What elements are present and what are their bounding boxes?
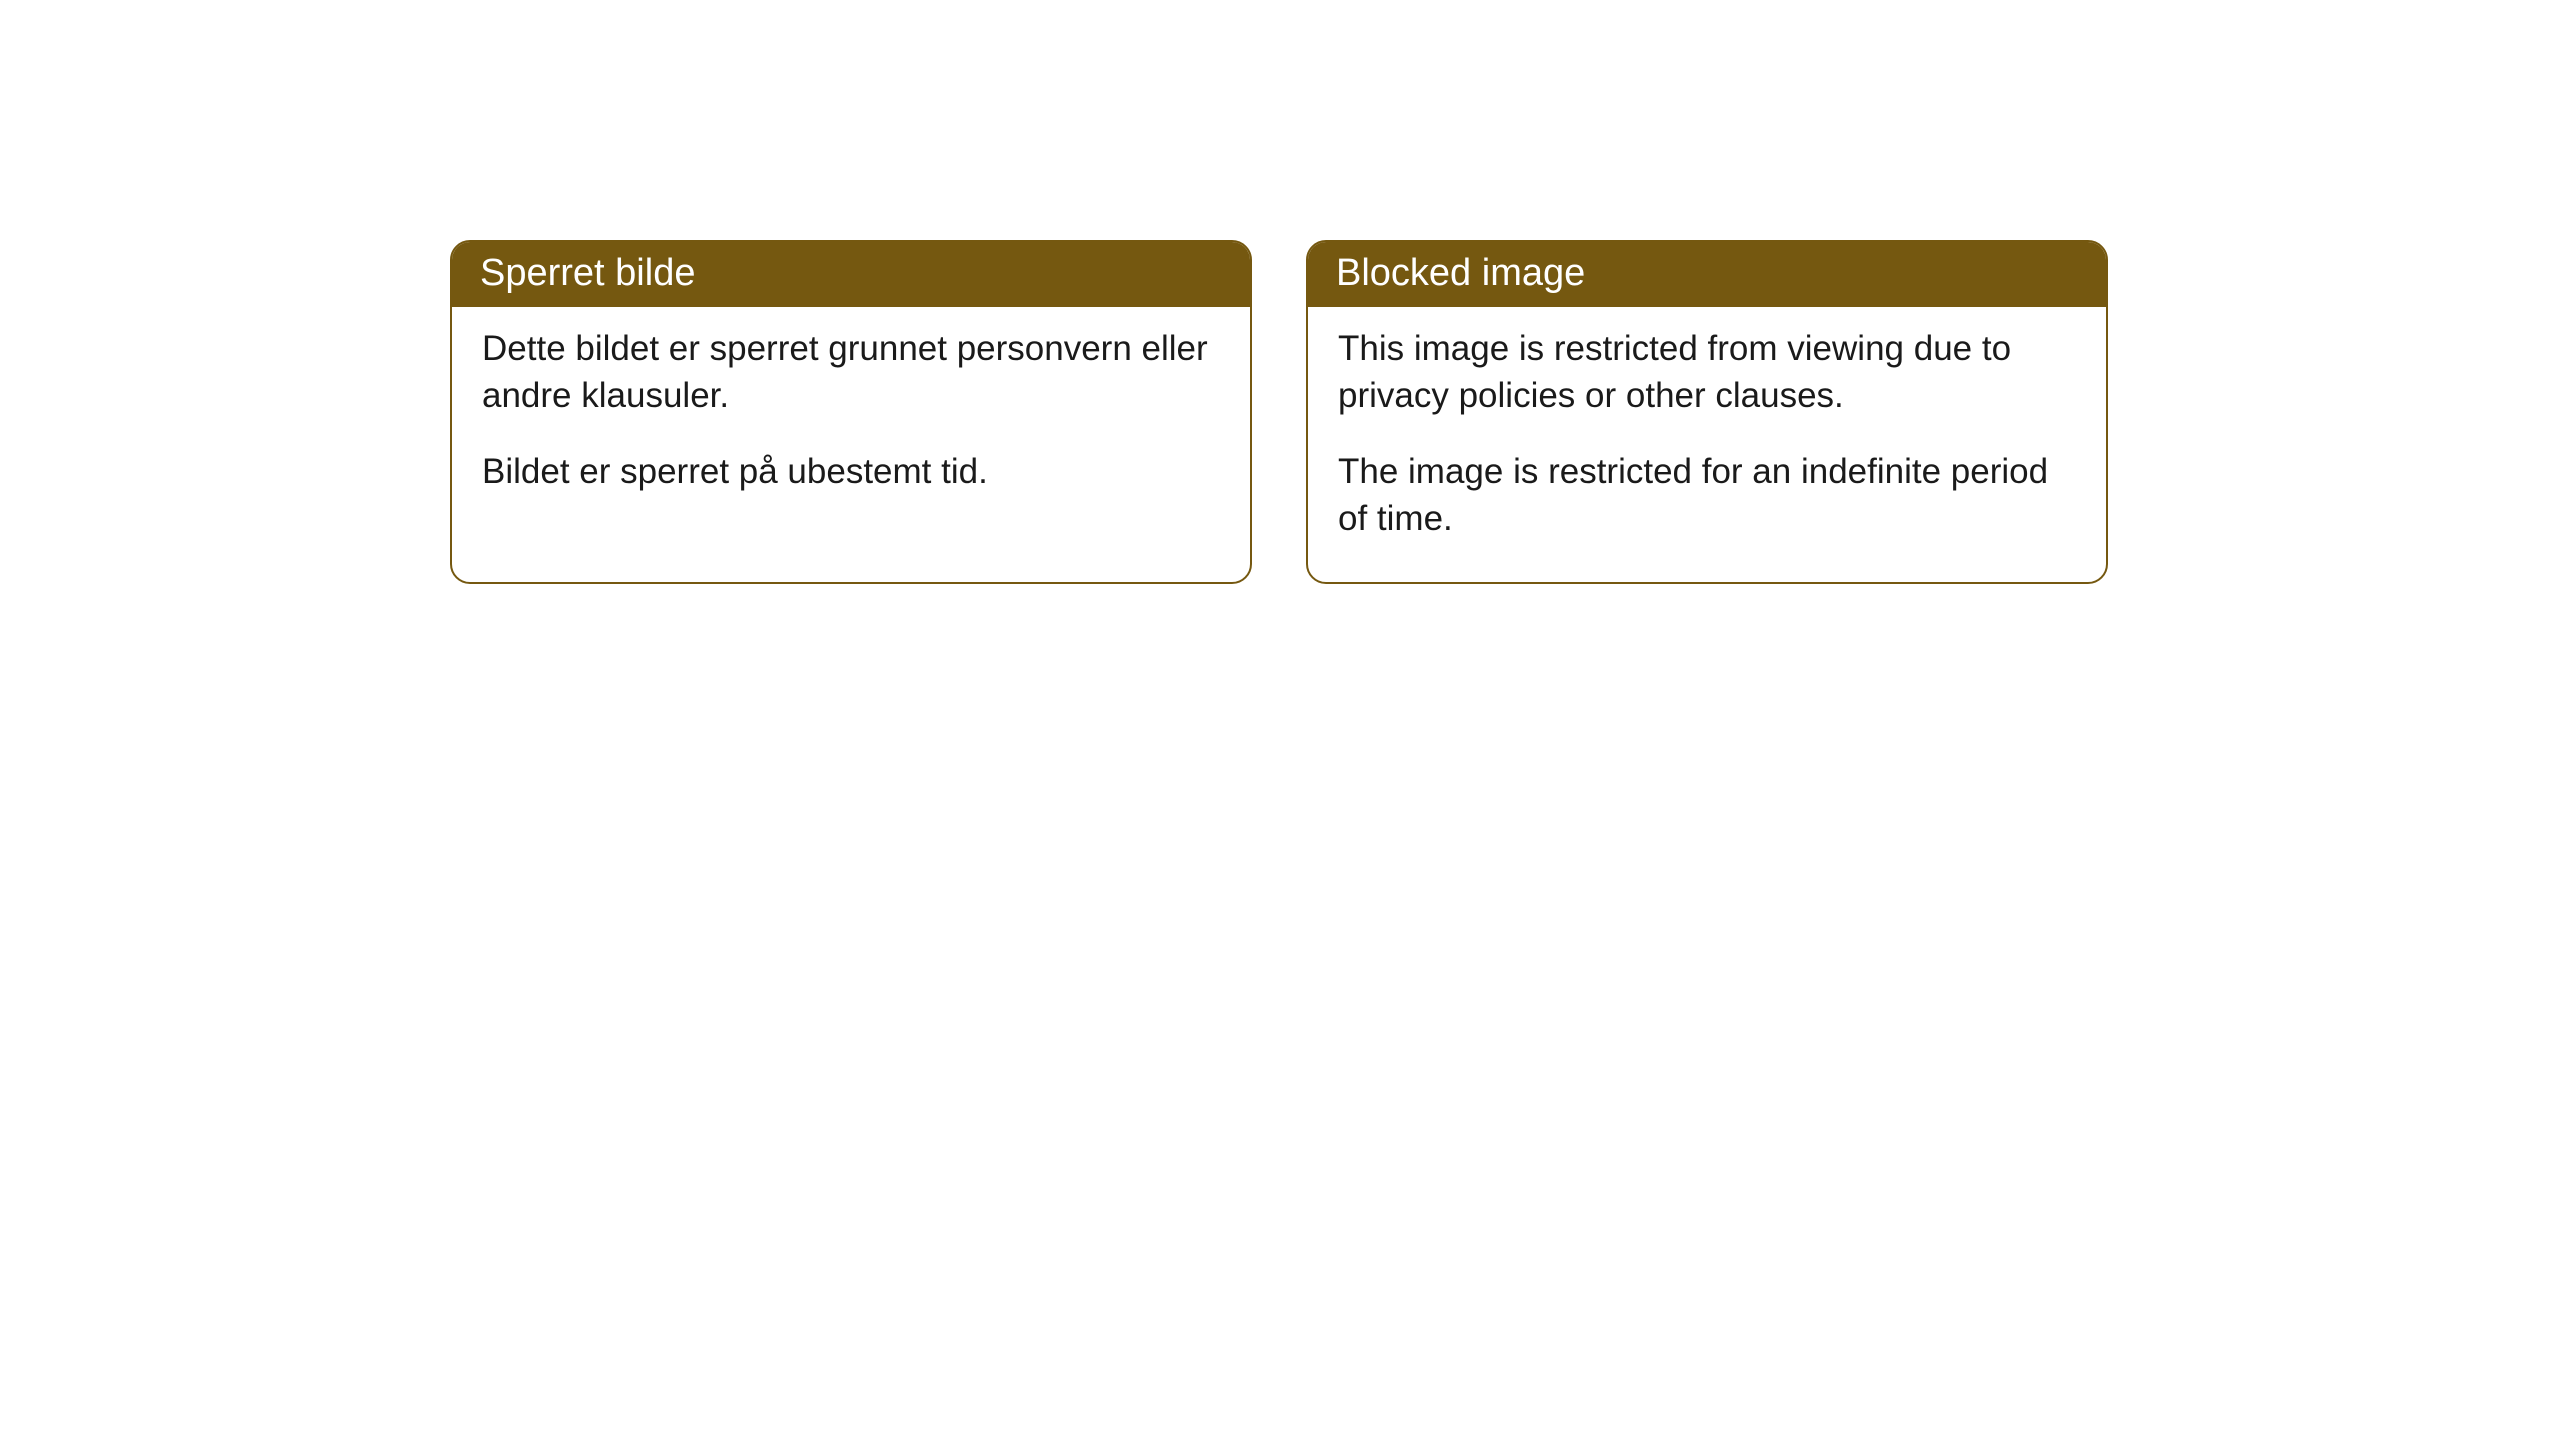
card-norwegian: Sperret bilde Dette bildet er sperret gr… (450, 240, 1252, 584)
card-english: Blocked image This image is restricted f… (1306, 240, 2108, 584)
card-header-norwegian: Sperret bilde (452, 242, 1250, 307)
card-paragraph: Bildet er sperret på ubestemt tid. (482, 448, 1220, 495)
notice-cards-container: Sperret bilde Dette bildet er sperret gr… (450, 240, 2108, 584)
card-body-english: This image is restricted from viewing du… (1308, 307, 2106, 582)
card-paragraph: Dette bildet er sperret grunnet personve… (482, 325, 1220, 420)
card-paragraph: This image is restricted from viewing du… (1338, 325, 2076, 420)
card-body-norwegian: Dette bildet er sperret grunnet personve… (452, 307, 1250, 535)
card-paragraph: The image is restricted for an indefinit… (1338, 448, 2076, 543)
card-header-english: Blocked image (1308, 242, 2106, 307)
